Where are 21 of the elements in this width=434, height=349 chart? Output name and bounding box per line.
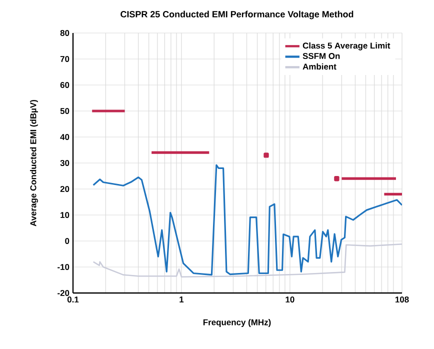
y-tick-label: -20 bbox=[58, 290, 70, 296]
chart-title: CISPR 25 Conducted EMI Performance Voltage Method bbox=[120, 10, 354, 20]
y-tick-label: 10 bbox=[60, 212, 70, 218]
y-tick-label: 0 bbox=[65, 238, 70, 244]
legend-label: Class 5 Average Limit bbox=[302, 42, 390, 50]
y-tick-label: -10 bbox=[58, 264, 70, 270]
y-tick-label: 80 bbox=[60, 30, 70, 36]
x-tick-label: 0.1 bbox=[67, 296, 79, 303]
y-tick-label: 20 bbox=[60, 186, 70, 192]
y-tick-label: 60 bbox=[60, 82, 70, 88]
x-tick-label: 1 bbox=[180, 296, 184, 302]
y-tick-label: 50 bbox=[60, 108, 70, 114]
legend-label: SSFM On bbox=[302, 53, 340, 59]
x-tick-label: 108 bbox=[395, 296, 409, 303]
y-tick-label: 70 bbox=[60, 56, 70, 62]
x-axis-title: Frequency (MHz) bbox=[203, 319, 271, 327]
legend-label: Ambient bbox=[302, 63, 336, 70]
y-axis-title: Average Conducted EMI (dBµV) bbox=[30, 100, 38, 226]
y-tick-label: 30 bbox=[60, 160, 70, 166]
x-tick-label: 10 bbox=[286, 296, 294, 303]
y-tick-label: 40 bbox=[60, 134, 70, 140]
